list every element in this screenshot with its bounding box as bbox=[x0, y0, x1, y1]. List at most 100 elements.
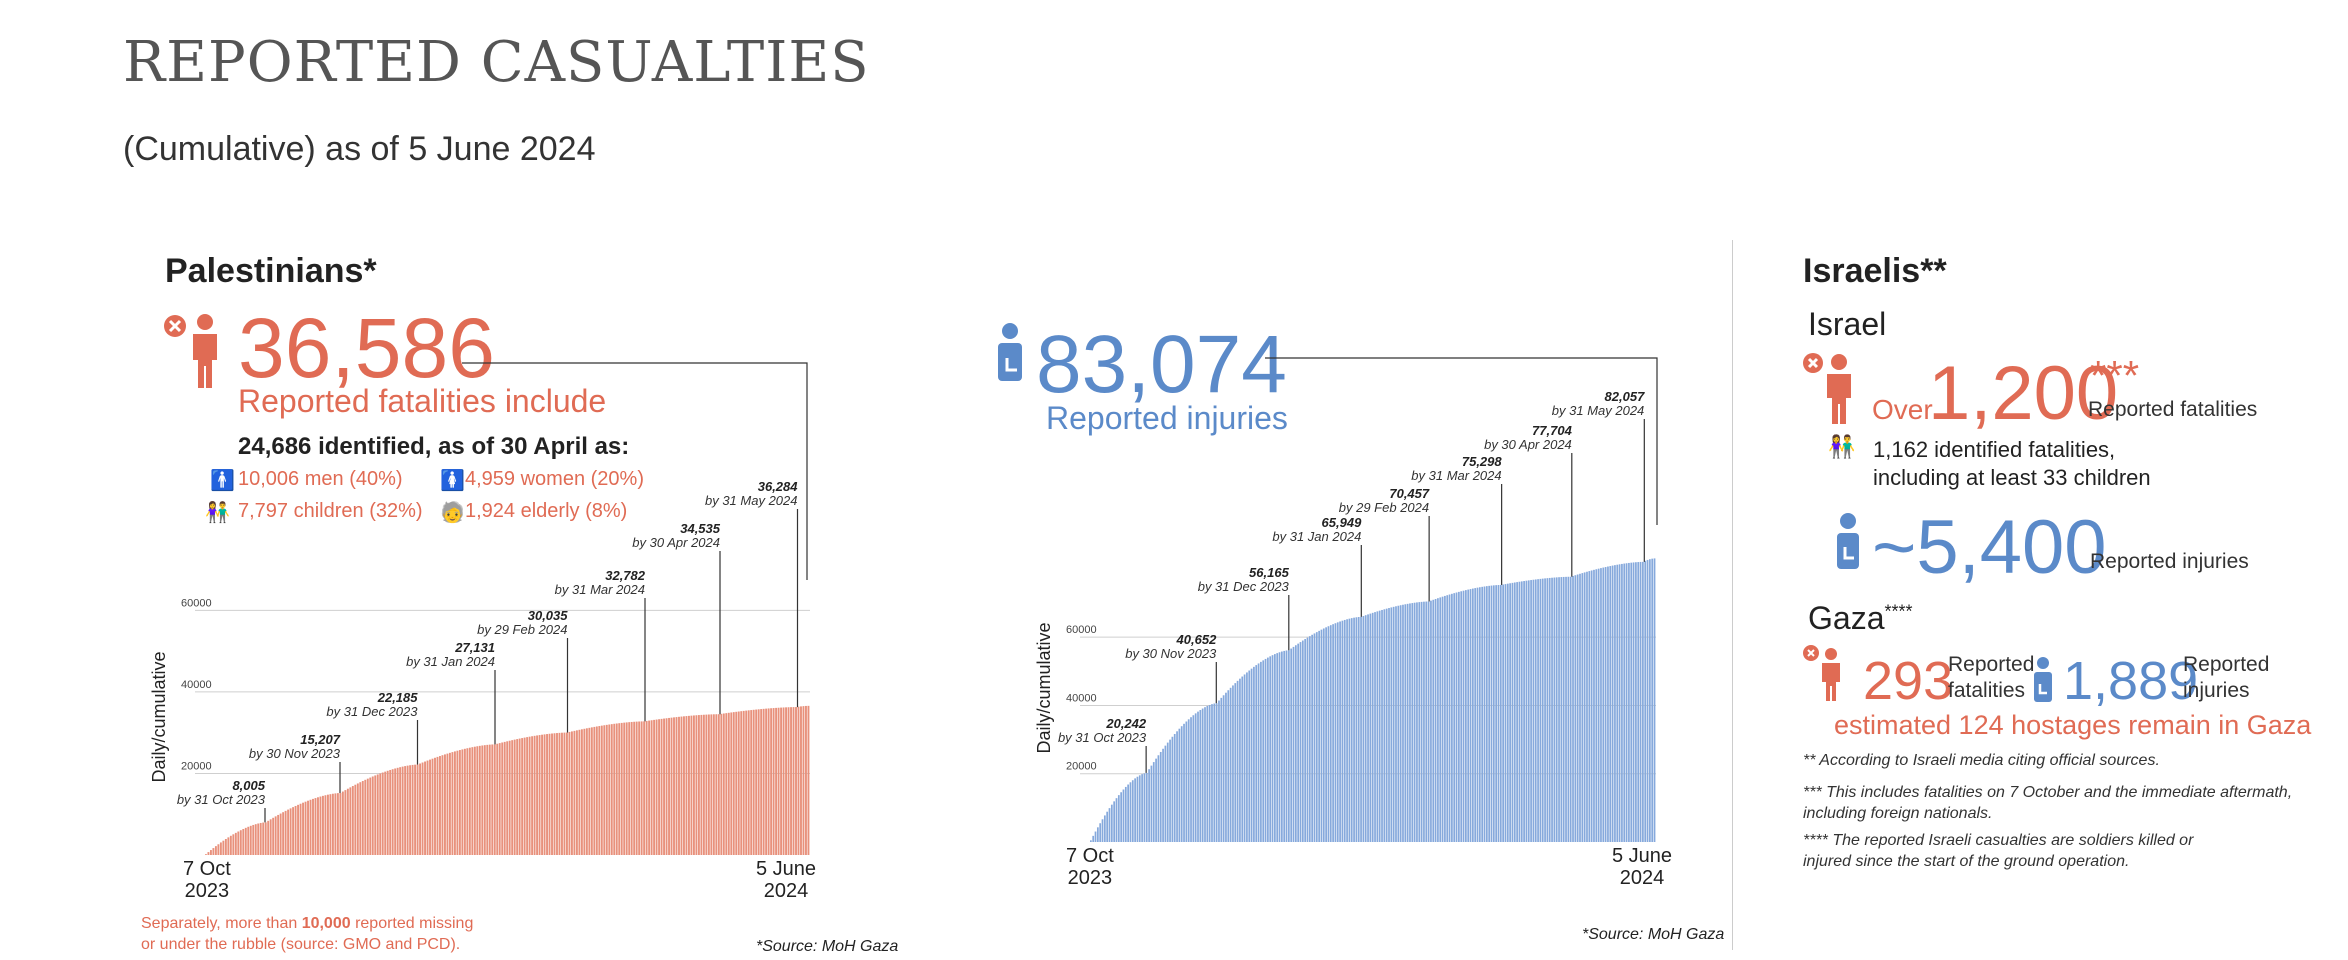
annotation-value: 20,242 bbox=[1105, 716, 1147, 731]
bar bbox=[324, 795, 327, 855]
bar bbox=[1150, 765, 1153, 842]
bar bbox=[1611, 565, 1614, 842]
bar bbox=[354, 784, 357, 855]
bar bbox=[1166, 742, 1169, 842]
bar bbox=[640, 721, 643, 855]
bar bbox=[1639, 561, 1642, 842]
bar bbox=[411, 764, 414, 855]
bar bbox=[737, 711, 740, 855]
y-tick-label: 20000 bbox=[181, 760, 212, 772]
bar bbox=[792, 707, 795, 855]
bar bbox=[543, 734, 546, 855]
bar bbox=[1143, 773, 1146, 842]
bar bbox=[227, 837, 230, 855]
bar bbox=[1315, 632, 1318, 842]
bar bbox=[1236, 680, 1239, 842]
bar bbox=[1455, 592, 1458, 842]
bar bbox=[1637, 562, 1640, 842]
bar bbox=[1297, 643, 1300, 842]
bar bbox=[1367, 614, 1369, 842]
bar bbox=[1513, 582, 1516, 842]
bar bbox=[1623, 563, 1626, 842]
bar bbox=[1092, 835, 1095, 842]
bar bbox=[1246, 672, 1248, 842]
chart1-x-start: 7 Oct 2023 bbox=[183, 858, 231, 902]
bar bbox=[1346, 619, 1348, 842]
bar bbox=[1110, 804, 1113, 842]
annotation-date: by 29 Feb 2024 bbox=[477, 622, 567, 637]
bar bbox=[336, 793, 339, 855]
bar bbox=[1271, 655, 1274, 842]
bar bbox=[503, 741, 506, 855]
bar bbox=[780, 707, 783, 855]
bar bbox=[1590, 570, 1593, 842]
bar bbox=[1558, 577, 1560, 842]
annotation-value: 27,131 bbox=[454, 640, 495, 655]
bar bbox=[645, 720, 648, 855]
bar bbox=[322, 795, 324, 855]
bar bbox=[745, 710, 748, 855]
bar bbox=[730, 712, 733, 855]
bar bbox=[1131, 780, 1134, 842]
bar bbox=[461, 749, 464, 855]
bar bbox=[635, 721, 638, 855]
bar bbox=[1311, 634, 1314, 842]
bar bbox=[1460, 591, 1463, 842]
bar bbox=[563, 732, 566, 855]
bar bbox=[414, 764, 417, 855]
bar bbox=[1439, 597, 1442, 842]
bar bbox=[1597, 568, 1600, 842]
bar bbox=[1574, 575, 1577, 842]
bar bbox=[1278, 652, 1281, 842]
bar bbox=[1548, 577, 1551, 842]
bar bbox=[558, 732, 561, 855]
palestinian-injuries-label: Reported injuries bbox=[1046, 400, 1288, 436]
annotation-date: by 30 Apr 2024 bbox=[632, 535, 720, 550]
bar bbox=[237, 831, 240, 855]
children-stat: 7,797 children (32%) bbox=[238, 500, 423, 522]
bar bbox=[735, 711, 738, 855]
bar bbox=[384, 771, 387, 855]
bar bbox=[359, 782, 362, 855]
bar bbox=[720, 713, 723, 855]
injury-person-icon bbox=[998, 323, 1022, 381]
bar bbox=[1211, 704, 1213, 842]
bar bbox=[463, 748, 466, 855]
bar bbox=[493, 744, 496, 855]
bar bbox=[1183, 723, 1185, 842]
elderly-icon: 🧓 bbox=[440, 502, 465, 524]
bar bbox=[717, 714, 720, 855]
bar bbox=[292, 807, 295, 855]
bar bbox=[1632, 562, 1635, 842]
section-divider bbox=[1732, 240, 1733, 950]
bar bbox=[1630, 562, 1633, 842]
bar bbox=[1201, 708, 1204, 842]
bar bbox=[1539, 578, 1542, 842]
bar bbox=[523, 737, 526, 855]
bar bbox=[319, 796, 322, 855]
bar bbox=[1572, 575, 1574, 842]
bar bbox=[1327, 626, 1330, 842]
bar bbox=[690, 715, 693, 855]
bar bbox=[1225, 692, 1227, 842]
y-axis-label: Daily/cumulative bbox=[1034, 622, 1054, 753]
bar bbox=[205, 854, 207, 855]
bar bbox=[700, 714, 703, 855]
bar bbox=[416, 764, 419, 855]
bar bbox=[1485, 586, 1488, 842]
bar bbox=[1364, 615, 1367, 842]
bar bbox=[1404, 604, 1407, 842]
hostages-statement: estimated 124 hostages remain in Gaza bbox=[1834, 710, 2312, 740]
bar bbox=[583, 728, 586, 855]
header-connector bbox=[1265, 357, 1658, 525]
bar bbox=[750, 710, 753, 855]
bar bbox=[232, 834, 235, 855]
israel-fatalities-value: 1,200 bbox=[1928, 351, 2119, 436]
annotation-value: 30,035 bbox=[528, 608, 569, 623]
bar bbox=[478, 745, 481, 855]
bar bbox=[613, 723, 616, 855]
bar bbox=[369, 777, 372, 855]
bar bbox=[678, 716, 680, 855]
bar bbox=[1353, 617, 1355, 842]
